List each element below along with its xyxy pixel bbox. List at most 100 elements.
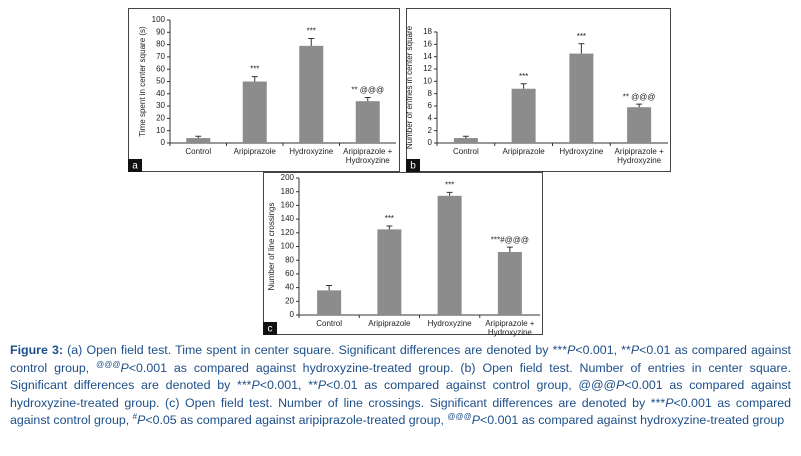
y-tick-label: 60 [285,269,294,278]
y-tick-label: 18 [423,27,432,36]
annotation: *** [577,32,586,41]
y-tick-label: 100 [281,242,295,251]
annotation: *** [385,214,394,223]
error-bar [308,37,315,46]
x-tick-label-box: Control [316,319,343,328]
caption-text: P [317,378,327,392]
y-tick-label: 60 [156,64,165,73]
bar [569,53,594,144]
panel-border [128,8,400,172]
y-tick-label: 120 [281,228,295,237]
x-tick-label: Aripiprazole [233,147,276,156]
panel-tag [263,322,277,335]
y-tick-label: 4 [428,113,433,122]
caption-text: <0.05 as compared against aripiprazole-t… [145,413,448,427]
y-tick-label: 160 [281,201,295,210]
error-bar [520,83,527,89]
annotation: *** [519,72,528,81]
bar [377,229,402,315]
x-tick-label-box: Aripiprazole [233,147,276,156]
y-axis-label: Time spent in center square (s) [138,26,147,137]
caption: Figure 3: (a) Open field test. Time spen… [10,342,791,430]
panel-tag [128,159,142,172]
panel-label: c [268,324,273,335]
x-tick-label-box: Control [452,147,479,156]
x-tick-label-box: Aripiprazole + Hydroxyzine [485,319,535,337]
error-bar [636,103,643,108]
x-tick-label-box: Hydroxyzine [427,319,472,328]
caption-text: Figure 3: [10,343,64,357]
y-axis-label: Number of line crossings [267,202,276,290]
caption-text: P [567,343,576,357]
y-tick-label: 14 [423,52,432,61]
y-tick-label: 80 [285,255,294,264]
x-tick-label-box: Aripiprazole [503,147,545,156]
panel-border [406,8,671,172]
caption-text: P [471,413,481,427]
error-bar [506,246,513,252]
error-bar [195,135,202,139]
caption-text: P [120,360,129,375]
y-tick-label: 12 [423,64,432,73]
caption-text: <0.01 as compared against control group,… [326,378,617,392]
panel-label: a [132,161,138,172]
y-tick-label: 16 [423,39,432,48]
x-tick-label: Aripiprazole + Hydroxyzine [485,319,535,337]
x-tick-label: Control [316,319,343,328]
bar [437,195,462,315]
x-tick-label-box: Control [185,147,211,156]
caption-text: P [630,343,640,357]
bar [355,101,380,143]
x-tick-label: Control [452,147,479,156]
caption-text: P [137,413,146,427]
bar [497,251,522,315]
y-tick-label: 2 [428,126,433,135]
annotation: ** @@@ [623,92,656,101]
caption-text: # [132,411,138,421]
x-tick-label-box: Hydroxyzine [289,147,334,156]
y-tick-label: 0 [161,138,166,147]
y-tick-label: 200 [281,173,295,182]
bar [299,45,324,143]
y-tick-label: 90 [156,27,165,36]
x-tick-label-box: Hydroxyzine [559,147,604,156]
y-tick-label: 40 [156,89,165,98]
caption-text: (a) Open field test. Time spent in cente… [63,343,568,357]
x-tick-label: Hydroxyzine [559,147,604,156]
y-tick-label: 10 [423,76,432,85]
y-tick-label: 0 [290,310,295,319]
caption-text: P [251,378,260,392]
y-tick-label: 180 [281,187,295,196]
caption-text: <0.01 as compared against control group, [10,343,791,375]
error-bar [364,96,371,102]
y-tick-label: 8 [428,89,433,98]
bar [511,88,536,143]
y-tick-label: 20 [285,296,294,305]
error-bar [326,285,333,291]
caption-text: @@@ [447,411,472,421]
annotation: ** @@@ [351,86,384,95]
y-tick-label: 40 [285,283,294,292]
x-tick-label-box: Aripiprazole [368,319,410,328]
error-bar [386,225,393,230]
x-tick-label-box: Aripiprazole + Hydroxyzine [343,147,393,165]
x-tick-label-box: Aripiprazole + Hydroxyzine [614,147,664,165]
bar [627,107,652,143]
y-tick-label: 70 [156,52,165,61]
y-tick-label: 140 [281,214,295,223]
x-tick-label: Hydroxyzine [289,147,334,156]
x-tick-label: Aripiprazole + Hydroxyzine [614,147,664,165]
caption-text: <0.001, ** [575,343,631,357]
caption-text: <0.001 as compared against hydroxyzine-t… [480,413,785,427]
panel-tag [406,159,420,172]
error-bar [251,76,258,82]
annotation: *** [445,180,454,189]
x-tick-label: Hydroxyzine [427,319,472,328]
y-tick-label: 6 [428,101,433,110]
y-tick-label: 100 [152,15,166,24]
caption-text: <0.001 as compared against hydroxyzine-t… [10,378,791,410]
caption-text: <0.001 as compared against hydroxyzine-t… [10,360,791,393]
bar [186,138,211,143]
x-tick-label: Aripiprazole + Hydroxyzine [343,147,393,165]
